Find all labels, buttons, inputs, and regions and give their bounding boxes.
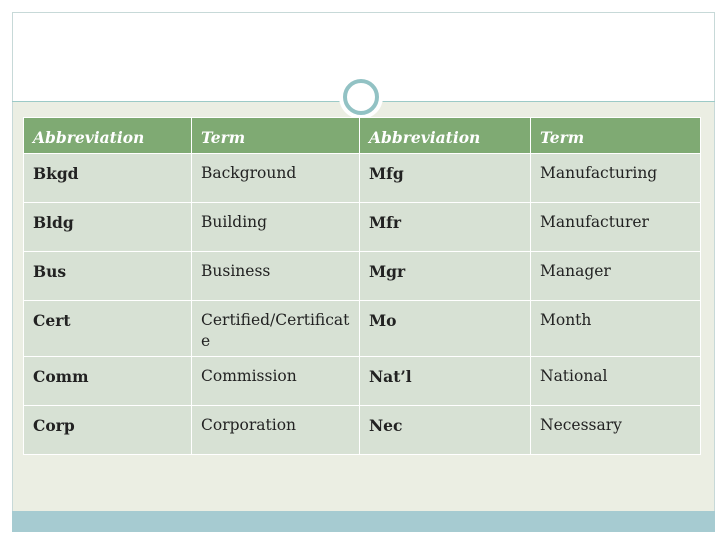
term-cell: Manufacturing [530, 153, 701, 203]
term-cell: Background [191, 153, 360, 203]
abbreviation-cell: Nec [359, 405, 531, 455]
table-row: Bkgd Background Mfg Manufacturing [23, 153, 701, 203]
term-cell: Month [530, 300, 701, 357]
term-cell: Business [191, 251, 360, 301]
table-row: Bus Business Mgr Manager [23, 251, 701, 301]
abbreviation-cell: Comm [23, 356, 192, 406]
table-row: Bldg Building Mfr Manufacturer [23, 202, 701, 252]
term-cell: National [530, 356, 701, 406]
abbreviation-table: Abbreviation Term Abbreviation Term Bkgd… [23, 117, 701, 455]
header-abbreviation-1: Abbreviation [23, 117, 192, 154]
table-row: Cert Certified/Certificate Mo Month [23, 300, 701, 357]
abbreviation-cell: Mo [359, 300, 531, 357]
footer-bar [12, 511, 715, 532]
term-cell: Manager [530, 251, 701, 301]
header-term-2: Term [530, 117, 701, 154]
header-term-1: Term [191, 117, 360, 154]
abbreviation-cell: Cert [23, 300, 192, 357]
abbreviation-cell: Bldg [23, 202, 192, 252]
table-row: Corp Corporation Nec Necessary [23, 405, 701, 455]
term-cell: Necessary [530, 405, 701, 455]
term-cell: Certified/Certificate [191, 300, 360, 357]
abbreviation-cell: Bkgd [23, 153, 192, 203]
header-abbreviation-2: Abbreviation [359, 117, 531, 154]
divider-circle-ornament [343, 79, 379, 115]
abbreviation-cell: Bus [23, 251, 192, 301]
table-header-row: Abbreviation Term Abbreviation Term [23, 117, 701, 154]
abbreviation-cell: Mfg [359, 153, 531, 203]
term-cell: Building [191, 202, 360, 252]
abbreviation-cell: Nat’l [359, 356, 531, 406]
term-cell: Commission [191, 356, 360, 406]
term-cell: Corporation [191, 405, 360, 455]
term-cell: Manufacturer [530, 202, 701, 252]
abbreviation-cell: Mfr [359, 202, 531, 252]
abbreviation-cell: Mgr [359, 251, 531, 301]
table-row: Comm Commission Nat’l National [23, 356, 701, 406]
abbreviation-cell: Corp [23, 405, 192, 455]
